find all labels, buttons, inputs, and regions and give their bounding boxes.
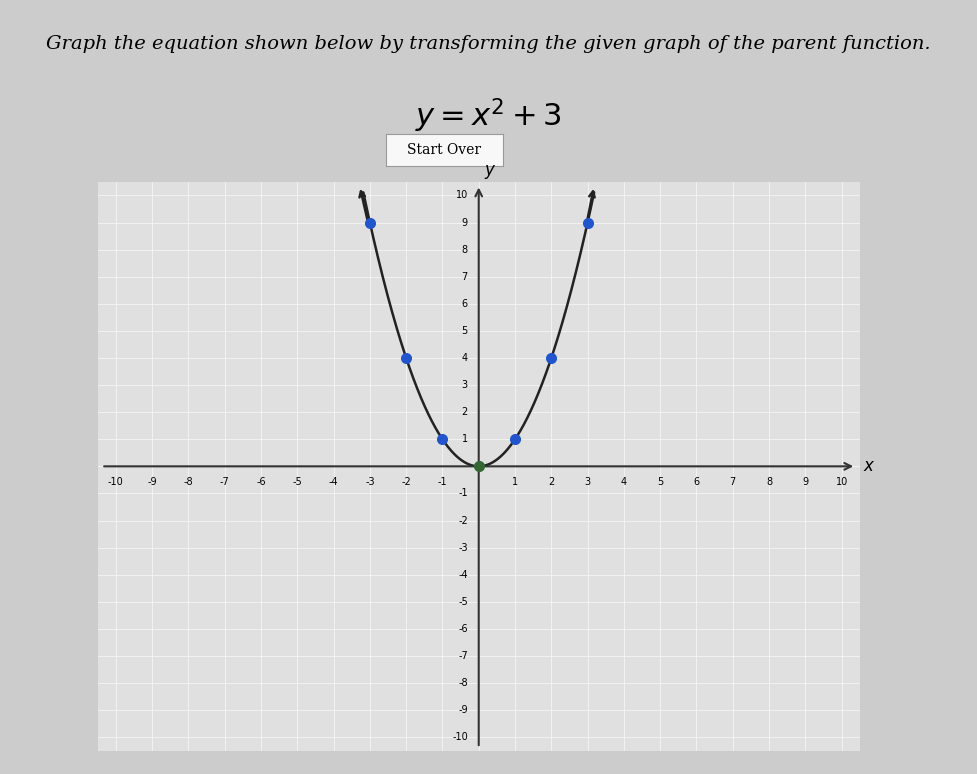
Text: -8: -8 <box>458 678 468 688</box>
Text: -3: -3 <box>365 477 374 487</box>
Text: 5: 5 <box>658 477 663 487</box>
Text: 8: 8 <box>766 477 772 487</box>
Text: 1: 1 <box>462 434 468 444</box>
Text: -4: -4 <box>329 477 338 487</box>
Text: 4: 4 <box>462 353 468 363</box>
Text: 10: 10 <box>455 190 468 200</box>
Text: -9: -9 <box>458 705 468 715</box>
Text: -1: -1 <box>458 488 468 498</box>
Text: -5: -5 <box>292 477 302 487</box>
Text: Graph the equation shown below by transforming the given graph of the parent fun: Graph the equation shown below by transf… <box>46 35 931 53</box>
Text: Start Over: Start Over <box>407 143 482 157</box>
Text: 1: 1 <box>512 477 518 487</box>
Text: -10: -10 <box>108 477 124 487</box>
Text: -2: -2 <box>402 477 411 487</box>
Text: $y = x^2 + 3$: $y = x^2 + 3$ <box>415 97 562 135</box>
Text: -4: -4 <box>458 570 468 580</box>
Text: -7: -7 <box>220 477 230 487</box>
Text: -9: -9 <box>148 477 157 487</box>
Text: $y$: $y$ <box>485 163 496 180</box>
Text: $x$: $x$ <box>864 458 875 474</box>
Text: 5: 5 <box>461 326 468 336</box>
Text: 6: 6 <box>462 299 468 309</box>
Text: 2: 2 <box>461 407 468 417</box>
Text: 3: 3 <box>584 477 591 487</box>
Text: 2: 2 <box>548 477 554 487</box>
Text: -3: -3 <box>458 543 468 553</box>
Text: -5: -5 <box>458 597 468 607</box>
Text: -6: -6 <box>458 624 468 634</box>
Text: 4: 4 <box>620 477 627 487</box>
Text: 3: 3 <box>462 380 468 390</box>
Text: 7: 7 <box>730 477 736 487</box>
Text: -8: -8 <box>184 477 193 487</box>
Text: -7: -7 <box>458 651 468 661</box>
Text: -1: -1 <box>438 477 447 487</box>
Text: 9: 9 <box>462 217 468 228</box>
Text: -10: -10 <box>452 732 468 742</box>
Text: 9: 9 <box>802 477 808 487</box>
Text: -2: -2 <box>458 515 468 526</box>
Text: 7: 7 <box>461 272 468 282</box>
Text: -6: -6 <box>256 477 266 487</box>
Text: 8: 8 <box>462 245 468 255</box>
Text: 10: 10 <box>835 477 848 487</box>
Text: 6: 6 <box>694 477 700 487</box>
